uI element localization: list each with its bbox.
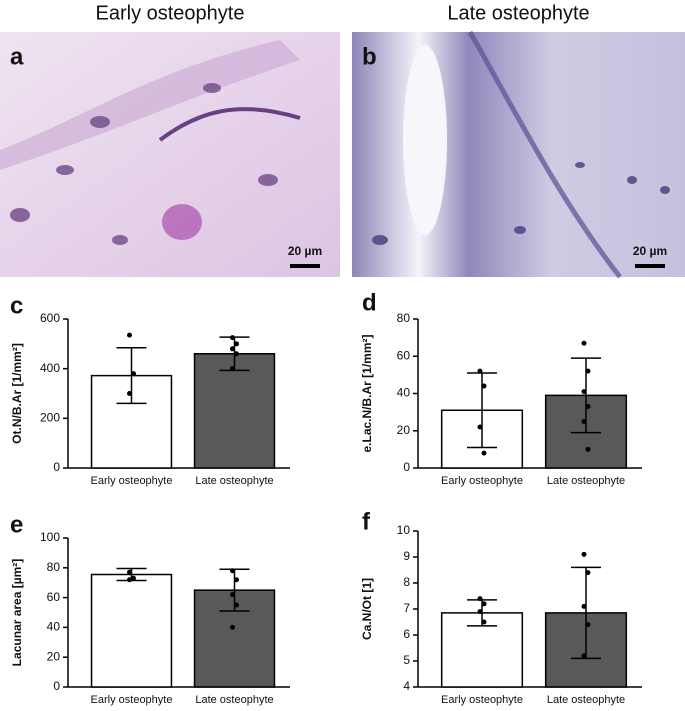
- data-point: [127, 569, 132, 575]
- data-point: [477, 609, 483, 615]
- data-point: [481, 450, 487, 456]
- y-tick-label: 9: [403, 549, 410, 563]
- y-tick-label: 10: [397, 523, 411, 537]
- data-point: [230, 366, 235, 372]
- y-axis-label: Lacunar area [µm²]: [10, 559, 24, 667]
- y-tick-label: 0: [53, 679, 60, 693]
- data-point: [581, 653, 587, 659]
- data-point: [230, 592, 235, 598]
- scale-bar: [290, 264, 320, 268]
- y-axis-label: e.Lac.N/B.Ar [1/mm²]: [360, 334, 374, 452]
- data-point: [481, 601, 487, 607]
- data-point: [581, 389, 587, 395]
- data-point: [581, 418, 587, 424]
- micrograph-b: [352, 30, 685, 279]
- x-tick-label: Early osteophyte: [441, 475, 523, 487]
- x-tick-label: Late osteophyte: [195, 694, 273, 706]
- data-point: [234, 341, 239, 347]
- y-tick-label: 0: [403, 460, 410, 474]
- y-axis-label: Ot.N/B.Ar [1/mm²]: [10, 343, 24, 444]
- data-point: [585, 570, 591, 576]
- panel-label: c: [10, 292, 23, 319]
- image-title: Early osteophyte: [96, 2, 245, 24]
- y-tick-label: 80: [397, 311, 411, 325]
- y-tick-label: 0: [53, 460, 60, 474]
- x-tick-label: Late osteophyte: [195, 475, 273, 487]
- data-point: [127, 332, 132, 338]
- panel-label: e: [10, 511, 23, 538]
- data-point: [127, 577, 132, 583]
- bar: [193, 353, 276, 469]
- data-point: [234, 577, 239, 583]
- y-tick-label: 600: [40, 311, 60, 325]
- y-tick-label: 4: [403, 679, 410, 693]
- data-point: [481, 619, 487, 625]
- data-point: [585, 368, 591, 374]
- data-point: [477, 596, 483, 602]
- data-point: [234, 602, 239, 608]
- x-tick-label: Early osteophyte: [91, 694, 173, 706]
- data-point: [234, 351, 239, 357]
- x-tick-label: Early osteophyte: [441, 694, 523, 706]
- y-tick-label: 60: [397, 348, 411, 362]
- data-point: [230, 346, 235, 352]
- data-point: [477, 368, 483, 374]
- x-tick-label: Late osteophyte: [547, 475, 625, 487]
- y-tick-label: 40: [397, 386, 411, 400]
- y-tick-label: 80: [47, 560, 61, 574]
- data-point: [585, 404, 591, 410]
- data-point: [230, 568, 235, 574]
- data-point: [477, 424, 483, 430]
- y-tick-label: 20: [47, 649, 61, 663]
- data-point: [585, 446, 591, 452]
- data-point: [585, 622, 591, 628]
- scale-label: 20 µm: [633, 244, 667, 258]
- micrograph-a: [0, 32, 340, 277]
- data-point: [230, 624, 235, 630]
- data-point: [131, 371, 136, 377]
- panel-label: f: [362, 508, 371, 535]
- image-title: Late osteophyte: [447, 2, 589, 24]
- x-tick-label: Late osteophyte: [547, 694, 625, 706]
- data-point: [127, 391, 132, 396]
- y-tick-label: 7: [403, 601, 410, 615]
- data-point: [581, 551, 587, 557]
- scale-label: 20 µm: [288, 244, 322, 258]
- data-point: [581, 340, 587, 346]
- panel-label: d: [362, 289, 377, 316]
- panel-label: b: [362, 43, 377, 70]
- data-point: [230, 335, 235, 341]
- panel-label: a: [10, 43, 24, 70]
- y-tick-label: 200: [40, 411, 60, 425]
- scale-bar: [635, 264, 665, 268]
- y-tick-label: 60: [47, 590, 61, 604]
- x-tick-label: Early osteophyte: [91, 475, 173, 487]
- data-point: [581, 603, 587, 609]
- data-point: [481, 383, 487, 389]
- y-axis-label: Ca.N/Ot [1]: [360, 578, 374, 640]
- y-tick-label: 6: [403, 627, 410, 641]
- data-point: [131, 575, 136, 581]
- y-tick-label: 40: [47, 620, 61, 634]
- y-tick-label: 20: [397, 423, 411, 437]
- y-tick-label: 5: [403, 653, 410, 667]
- y-tick-label: 8: [403, 575, 410, 589]
- y-tick-label: 100: [40, 530, 60, 544]
- y-tick-label: 400: [40, 361, 60, 375]
- bar: [90, 573, 173, 688]
